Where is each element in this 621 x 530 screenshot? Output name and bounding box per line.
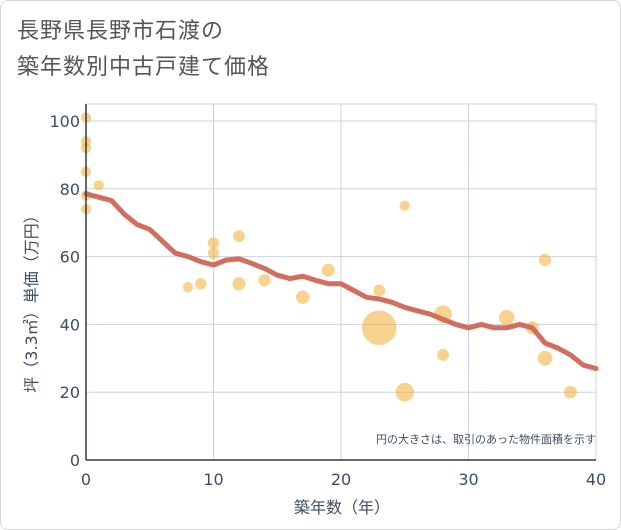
bubble-point [207,247,220,259]
bubble-point [362,310,397,346]
grid-lines [86,103,597,460]
x-tick-label: 30 [458,470,478,489]
y-axis-title: 坪（3.3㎡）単価（万円） [22,207,41,392]
y-tick-label: 60 [60,248,80,267]
y-tick-label: 80 [60,180,80,199]
x-tick-label: 0 [81,470,91,489]
bubble-point [373,284,386,297]
bubble-point [207,237,220,249]
bubble-size-note: 円の大きさは、取引のあった物件面積を示す [376,432,596,446]
title-line-1: 長野県長野市石渡の [17,19,225,44]
bubble-point [93,180,104,191]
y-tick-label: 40 [60,315,80,334]
bubble-point [395,382,415,402]
bubble-point [295,290,310,305]
bubble-point [564,385,577,399]
trend-series [83,191,599,371]
x-tick-label: 10 [203,470,223,489]
bubble-point [499,309,515,326]
x-tick-label: 20 [331,470,351,489]
y-tick-label: 20 [60,383,80,402]
bubble-point [195,277,207,290]
bubble-point [258,274,271,287]
bubble-point [437,348,449,361]
bubble-point [399,200,410,211]
axes: 0 20 40 60 80 100 0 10 20 30 40 [49,104,606,489]
bubble-point [233,230,245,243]
bubble-point [321,263,335,277]
y-tick-label: 0 [70,451,80,470]
x-tick-label: 40 [586,470,606,489]
bubble-point [232,277,246,291]
chart-title: 長野県長野市石渡の 築年数別中古戸建て価格 [17,14,270,86]
bubble-point [182,281,194,293]
trend-line [83,191,599,371]
bubble-point [537,350,553,366]
bubble-point [538,253,552,267]
x-axis-title: 築年数（年） [294,498,390,517]
title-line-2: 築年数別中古戸建て価格 [17,55,271,80]
y-tick-label: 100 [49,112,80,131]
